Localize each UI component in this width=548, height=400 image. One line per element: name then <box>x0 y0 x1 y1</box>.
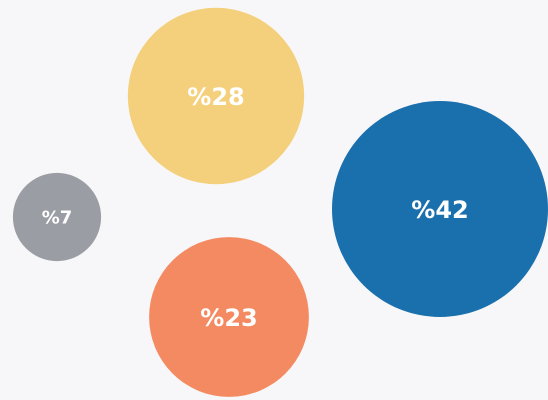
bubble-circle-7 <box>12 172 102 262</box>
bubble-28: %28 <box>127 7 305 185</box>
bubble-circle-42 <box>332 101 548 317</box>
bubble-23: %23 <box>149 237 309 397</box>
bubble-label-42: %42 <box>411 196 468 224</box>
bubble-circle-28 <box>127 7 305 185</box>
bubble-label-28: %28 <box>187 83 244 111</box>
bubble-7: %7 <box>12 172 102 262</box>
bubble-label-7: %7 <box>42 208 73 229</box>
bubble-42: %42 <box>332 101 548 317</box>
bubble-circle-23 <box>149 237 309 397</box>
bubble-label-23: %23 <box>200 304 257 332</box>
